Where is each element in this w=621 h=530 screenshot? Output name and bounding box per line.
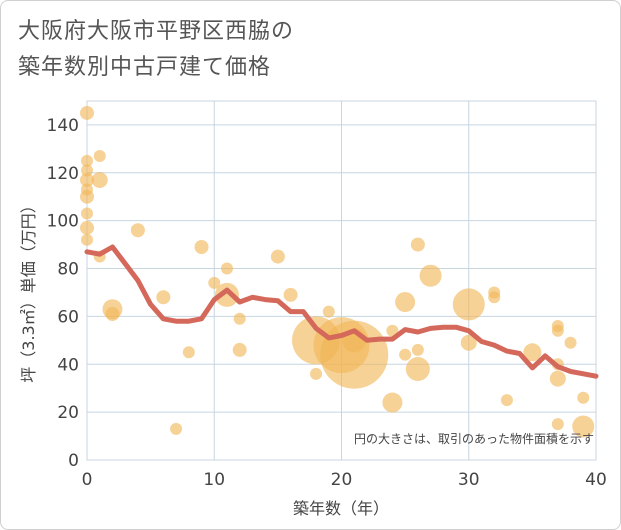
bubble <box>551 324 564 337</box>
bubble <box>460 334 477 351</box>
bubble <box>233 312 246 325</box>
title-line-1: 大阪府大阪市平野区西脇の <box>18 19 295 44</box>
bubble <box>382 392 403 413</box>
x-tick-label: 0 <box>82 470 93 490</box>
bubble <box>80 105 94 120</box>
bubble <box>81 233 93 246</box>
bubble <box>500 394 513 407</box>
y-tick-label: 80 <box>57 260 79 280</box>
bubble <box>81 164 93 177</box>
bubble <box>395 292 416 313</box>
bubble <box>452 288 485 321</box>
bubble <box>564 336 577 349</box>
bubble <box>156 290 171 305</box>
chart-title: 大阪府大阪市平野区西脇の 築年数別中古戸建て価格 <box>18 14 294 86</box>
bubble <box>194 239 209 254</box>
x-tick-labels: 0 10 20 30 40 <box>82 470 607 490</box>
bubble <box>220 262 233 275</box>
bubble <box>310 367 323 380</box>
trend-line <box>84 244 599 379</box>
y-tick-label: 140 <box>47 116 79 136</box>
y-tick-label: 40 <box>57 355 79 375</box>
bubble <box>283 287 298 302</box>
x-tick-label: 30 <box>458 470 480 490</box>
y-tick-label: 100 <box>47 212 79 232</box>
bubble <box>80 189 94 204</box>
annotation-text: 円の大きさは、取引のあった物件面積を示す <box>354 431 594 446</box>
bubble <box>411 343 424 356</box>
bubble <box>81 154 93 167</box>
bubble <box>410 237 425 252</box>
y-axis-label: 坪（3.3㎡）単価（万円） <box>19 197 38 382</box>
bubble <box>93 150 106 163</box>
bubble <box>182 346 195 359</box>
bubble <box>105 307 120 322</box>
y-tick-label: 0 <box>68 451 79 471</box>
y-tick-label: 60 <box>57 307 79 327</box>
title-line-2: 築年数別中古戸建て価格 <box>18 55 272 80</box>
bubble <box>91 171 108 188</box>
bubble <box>208 276 221 289</box>
bubble <box>577 391 590 404</box>
bubble <box>214 282 239 307</box>
x-tick-label: 40 <box>585 470 607 490</box>
bubble <box>572 415 595 438</box>
x-tick-label: 10 <box>203 470 225 490</box>
bubble <box>322 305 335 318</box>
bubble <box>551 418 564 431</box>
bubble <box>549 370 566 387</box>
bubble <box>405 357 430 382</box>
bubble <box>80 172 94 187</box>
bubble <box>399 348 412 361</box>
y-tick-label: 20 <box>57 403 79 423</box>
bubble <box>270 249 285 264</box>
bubble <box>170 422 183 435</box>
bubble <box>80 220 94 235</box>
bubble <box>523 343 542 362</box>
x-axis-label: 築年数（年） <box>293 499 389 518</box>
bubble <box>488 291 501 304</box>
y-tick-labels: 0 20 40 60 80 100 120 140 <box>47 116 79 471</box>
bubble <box>130 223 145 238</box>
x-tick-label: 20 <box>331 470 353 490</box>
y-tick-label: 120 <box>47 164 79 184</box>
bubble <box>419 264 442 287</box>
bubble <box>81 207 93 220</box>
bubble <box>232 342 247 357</box>
